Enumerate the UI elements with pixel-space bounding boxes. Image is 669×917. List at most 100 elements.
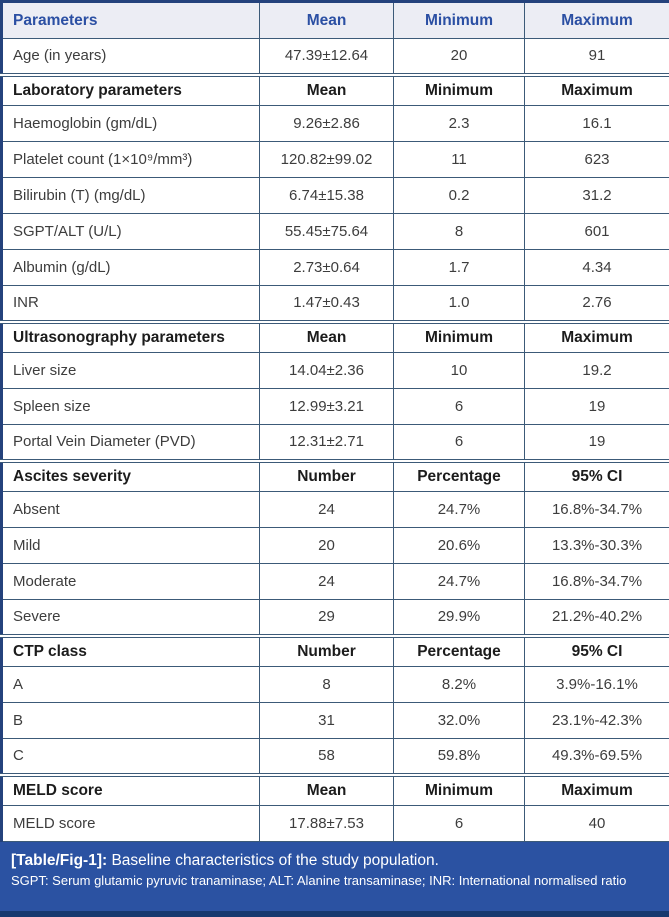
cell-parameter: Age (in years) xyxy=(1,38,260,75)
cell-parameter: Spleen size xyxy=(1,388,260,425)
cell-value: 95% CI xyxy=(524,633,669,667)
table-header-row: Parameters Mean Minimum Maximum xyxy=(1,1,669,39)
cell-parameter: Portal Vein Diameter (PVD) xyxy=(1,424,260,461)
cell-parameter: SGPT/ALT (U/L) xyxy=(1,213,260,250)
cell-value: Maximum xyxy=(524,772,669,806)
cell-parameter: Ascites severity xyxy=(1,458,260,492)
cell-value: 17.88±7.53 xyxy=(259,805,394,842)
cell-value: 11 xyxy=(393,141,525,178)
cell-value: 19 xyxy=(524,388,669,425)
cell-value: 29.9% xyxy=(393,599,525,636)
cell-parameter: INR xyxy=(1,285,260,322)
cell-parameter: Bilirubin (T) (mg/dL) xyxy=(1,177,260,214)
section-header-row: MELD score Mean Minimum Maximum xyxy=(1,772,669,806)
table-row: Haemoglobin (gm/dL) 9.26±2.86 2.3 16.1 xyxy=(1,105,669,142)
cell-value: 31 xyxy=(259,702,394,739)
cell-value: 6 xyxy=(393,805,525,842)
cell-value: 1.7 xyxy=(393,249,525,286)
caption-title-line: [Table/Fig-1]: Baseline characteristics … xyxy=(11,851,658,870)
table-row: Platelet count (1×10⁹/mm³) 120.82±99.02 11… xyxy=(1,141,669,178)
table-row: Liver size 14.04±2.36 10 19.2 xyxy=(1,352,669,389)
table-row: Severe 29 29.9% 21.2%-40.2% xyxy=(1,599,669,636)
cell-value: 120.82±99.02 xyxy=(259,141,394,178)
cell-value: 49.3%-69.5% xyxy=(524,738,669,775)
column-header-mean: Mean xyxy=(259,1,394,39)
cell-parameter: Liver size xyxy=(1,352,260,389)
cell-value: 58 xyxy=(259,738,394,775)
cell-value: 47.39±12.64 xyxy=(259,38,394,75)
section-header-row: Ascites severity Number Percentage 95% CI xyxy=(1,458,669,492)
cell-parameter: Moderate xyxy=(1,563,260,600)
cell-value: 601 xyxy=(524,213,669,250)
column-header-parameters: Parameters xyxy=(1,1,260,39)
cell-value: 1.47±0.43 xyxy=(259,285,394,322)
cell-value: Minimum xyxy=(393,772,525,806)
cell-value: 8 xyxy=(259,666,394,703)
cell-value: 95% CI xyxy=(524,458,669,492)
table-row: Portal Vein Diameter (PVD) 12.31±2.71 6 19 xyxy=(1,424,669,461)
cell-value: 20 xyxy=(259,527,394,564)
column-header-maximum: Maximum xyxy=(524,1,669,39)
cell-value: Number xyxy=(259,633,394,667)
cell-parameter: Ultrasonography parameters xyxy=(1,319,260,353)
cell-value: 6.74±15.38 xyxy=(259,177,394,214)
table-row: Mild 20 20.6% 13.3%-30.3% xyxy=(1,527,669,564)
cell-value: 1.0 xyxy=(393,285,525,322)
cell-value: 20 xyxy=(393,38,525,75)
cell-value: 8.2% xyxy=(393,666,525,703)
cell-value: 24 xyxy=(259,491,394,528)
table-row: Albumin (g/dL) 2.73±0.64 1.7 4.34 xyxy=(1,249,669,286)
table-row: C 58 59.8% 49.3%-69.5% xyxy=(1,738,669,775)
cell-parameter: A xyxy=(1,666,260,703)
cell-value: 24 xyxy=(259,563,394,600)
cell-value: 9.26±2.86 xyxy=(259,105,394,142)
caption-title: Baseline characteristics of the study po… xyxy=(107,852,439,869)
column-header-minimum: Minimum xyxy=(393,1,525,39)
table-row: B 31 32.0% 23.1%-42.3% xyxy=(1,702,669,739)
cell-value: Maximum xyxy=(524,72,669,106)
cell-value: 59.8% xyxy=(393,738,525,775)
cell-value: 31.2 xyxy=(524,177,669,214)
table-row: A 8 8.2% 3.9%-16.1% xyxy=(1,666,669,703)
cell-parameter: Laboratory parameters xyxy=(1,72,260,106)
cell-value: 6 xyxy=(393,388,525,425)
cell-value: 20.6% xyxy=(393,527,525,564)
cell-parameter: Haemoglobin (gm/dL) xyxy=(1,105,260,142)
figure-caption: [Table/Fig-1]: Baseline characteristics … xyxy=(0,842,669,917)
cell-value: 2.3 xyxy=(393,105,525,142)
cell-value: Maximum xyxy=(524,319,669,353)
cell-parameter: B xyxy=(1,702,260,739)
table-row: Absent 24 24.7% 16.8%-34.7% xyxy=(1,491,669,528)
cell-value: 19.2 xyxy=(524,352,669,389)
table-row: Bilirubin (T) (mg/dL) 6.74±15.38 0.2 31.2 xyxy=(1,177,669,214)
cell-value: 10 xyxy=(393,352,525,389)
cell-value: 16.8%-34.7% xyxy=(524,491,669,528)
section-header-row: Laboratory parameters Mean Minimum Maximum xyxy=(1,72,669,106)
table-body: Age (in years) 47.39±12.64 20 91 Laboratory … xyxy=(1,38,669,842)
cell-parameter: Severe xyxy=(1,599,260,636)
cell-parameter: Mild xyxy=(1,527,260,564)
cell-value: 623 xyxy=(524,141,669,178)
cell-value: 4.34 xyxy=(524,249,669,286)
cell-value: 40 xyxy=(524,805,669,842)
cell-value: 55.45±75.64 xyxy=(259,213,394,250)
cell-value: 2.76 xyxy=(524,285,669,322)
cell-value: Number xyxy=(259,458,394,492)
cell-value: 29 xyxy=(259,599,394,636)
cell-value: 23.1%-42.3% xyxy=(524,702,669,739)
cell-parameter: Albumin (g/dL) xyxy=(1,249,260,286)
cell-parameter: Platelet count (1×10⁹/mm³) xyxy=(1,141,260,178)
cell-value: 16.8%-34.7% xyxy=(524,563,669,600)
baseline-characteristics-table: Parameters Mean Minimum Maximum Age (in … xyxy=(0,0,669,842)
cell-value: 13.3%-30.3% xyxy=(524,527,669,564)
cell-value: 19 xyxy=(524,424,669,461)
cell-value: 6 xyxy=(393,424,525,461)
table-row: MELD score 17.88±7.53 6 40 xyxy=(1,805,669,842)
cell-value: Mean xyxy=(259,72,394,106)
caption-abbreviations-note: SGPT: Serum glutamic pyruvic tranaminase… xyxy=(11,873,627,889)
section-header-row: CTP class Number Percentage 95% CI xyxy=(1,633,669,667)
cell-value: Mean xyxy=(259,772,394,806)
cell-parameter: MELD score xyxy=(1,805,260,842)
table-row: Age (in years) 47.39±12.64 20 91 xyxy=(1,38,669,75)
